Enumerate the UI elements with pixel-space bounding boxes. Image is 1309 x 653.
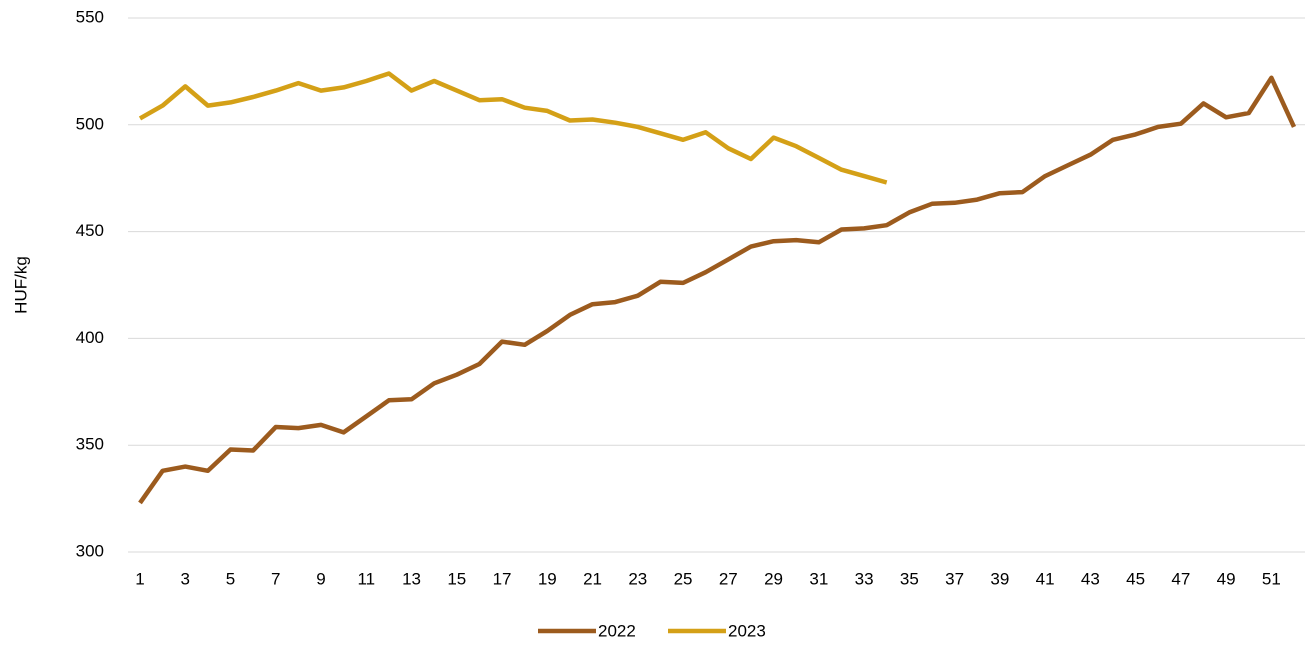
x-tick-label: 23 — [628, 569, 647, 588]
x-tick-label: 35 — [900, 569, 919, 588]
x-tick-label: 7 — [271, 569, 280, 588]
legend-label: 2023 — [728, 621, 766, 640]
x-tick-label: 13 — [402, 569, 421, 588]
y-tick-label: 550 — [76, 7, 104, 26]
x-tick-label: 29 — [764, 569, 783, 588]
x-tick-label: 51 — [1262, 569, 1281, 588]
x-tick-label: 31 — [809, 569, 828, 588]
x-tick-label: 15 — [447, 569, 466, 588]
y-tick-label: 300 — [76, 541, 104, 560]
x-tick-label: 49 — [1217, 569, 1236, 588]
x-tick-label: 41 — [1036, 569, 1055, 588]
y-tick-label: 350 — [76, 435, 104, 454]
x-tick-label: 37 — [945, 569, 964, 588]
y-tick-label: 500 — [76, 114, 104, 133]
x-tick-label: 47 — [1171, 569, 1190, 588]
y-tick-label: 450 — [76, 221, 104, 240]
series-line — [138, 71, 888, 185]
x-tick-label: 5 — [226, 569, 235, 588]
x-tick-label: 21 — [583, 569, 602, 588]
x-tick-label: 9 — [316, 569, 325, 588]
x-tick-label: 1 — [135, 569, 144, 588]
y-tick-label: 400 — [76, 328, 104, 347]
legend-label: 2022 — [598, 621, 636, 640]
x-tick-label: 39 — [990, 569, 1009, 588]
x-tick-label: 25 — [674, 569, 693, 588]
x-tick-label: 45 — [1126, 569, 1145, 588]
x-tick-label: 33 — [855, 569, 874, 588]
x-tick-label: 27 — [719, 569, 738, 588]
y-axis-label: HUF/kg — [11, 256, 30, 314]
x-tick-label: 17 — [493, 569, 512, 588]
x-tick-label: 3 — [181, 569, 190, 588]
x-tick-label: 11 — [357, 569, 375, 588]
x-tick-label: 19 — [538, 569, 557, 588]
series-line — [138, 75, 1297, 505]
x-tick-label: 43 — [1081, 569, 1100, 588]
